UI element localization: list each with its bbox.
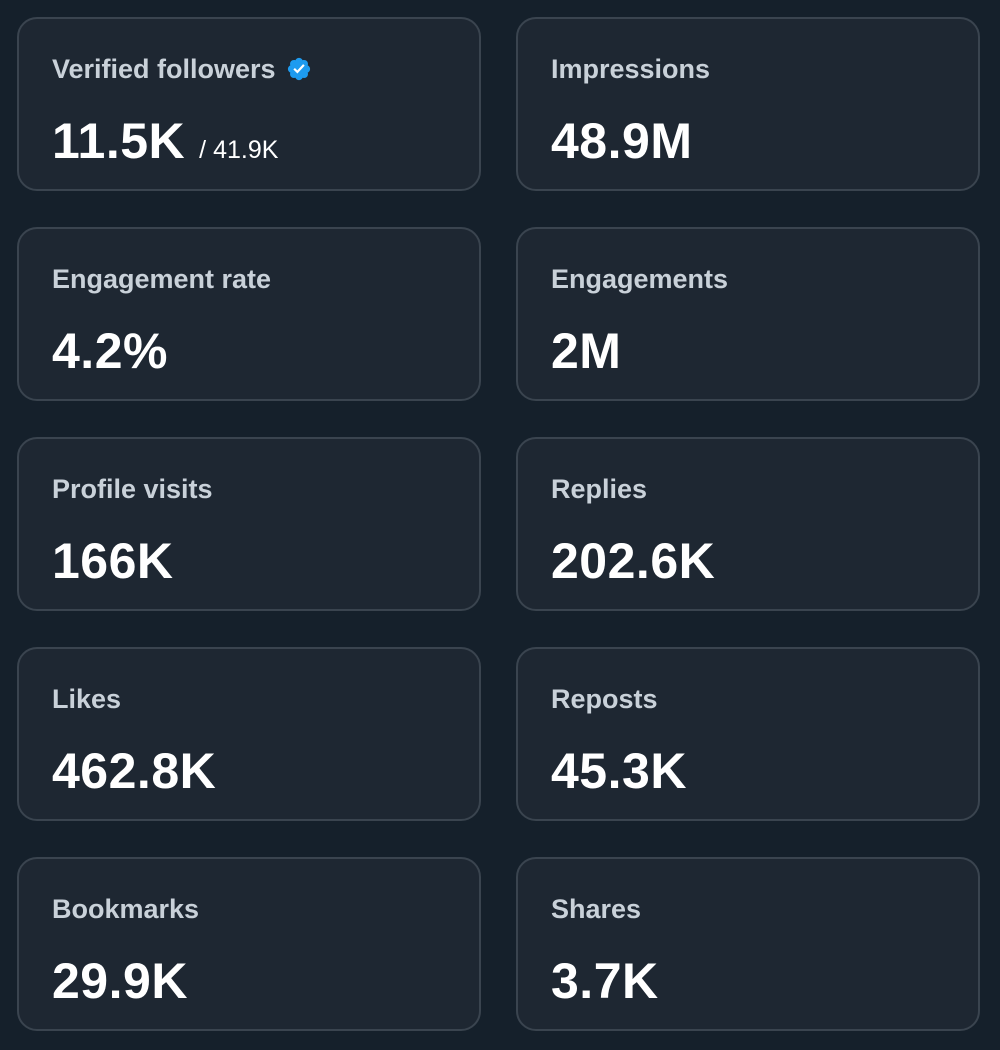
metric-label-row: Bookmarks [52,893,199,925]
metric-value-row: 11.5K / 41.9K [52,111,278,171]
metric-value: 4.2% [52,323,168,379]
metric-label-row: Profile visits [52,473,213,505]
metric-card-profile-visits[interactable]: Profile visits 166K [17,437,481,611]
metric-value-row: 3.7K [551,951,659,1011]
metric-value-row: 29.9K [52,951,188,1011]
metric-card-shares[interactable]: Shares 3.7K [516,857,980,1031]
metric-label-row: Impressions [551,53,710,85]
metric-value-row: 4.2% [52,321,168,381]
metric-value-row: 48.9M [551,111,692,171]
metric-card-verified-followers[interactable]: Verified followers 11.5K / 41.9K [17,17,481,191]
metric-label: Engagements [551,264,729,294]
metric-value-row: 166K [52,531,174,591]
metric-label: Likes [52,684,122,714]
metric-label-row: Reposts [551,683,658,715]
metric-value: 2M [551,323,622,379]
metric-card-reposts[interactable]: Reposts 45.3K [516,647,980,821]
metric-value-row: 2M [551,321,621,381]
metric-label-row: Shares [551,893,641,925]
metric-value: 45.3K [551,743,687,799]
metric-total: / 41.9K [199,136,279,164]
metric-card-bookmarks[interactable]: Bookmarks 29.9K [17,857,481,1031]
metric-value-row: 462.8K [52,741,216,801]
metric-value: 48.9M [551,113,693,169]
metric-value-row: 202.6K [551,531,715,591]
metric-label: Bookmarks [52,894,200,924]
metric-label-row: Engagements [551,263,728,295]
metric-label-row: Engagement rate [52,263,271,295]
metric-label: Engagement rate [52,264,272,294]
metric-card-impressions[interactable]: Impressions 48.9M [516,17,980,191]
metric-value: 462.8K [52,743,217,799]
metric-value-row: 45.3K [551,741,687,801]
metric-value: 11.5K [52,113,186,169]
metric-card-engagements[interactable]: Engagements 2M [516,227,980,401]
metric-value: 3.7K [551,953,659,1009]
metric-card-engagement-rate[interactable]: Engagement rate 4.2% [17,227,481,401]
metric-label-row: Likes [52,683,121,715]
metric-value: 166K [52,533,174,589]
metric-label: Profile visits [52,474,213,504]
metric-value: 29.9K [52,953,188,1009]
metric-label-row: Verified followers [52,53,312,85]
metric-label: Verified followers [52,54,276,84]
metric-label: Shares [551,894,642,924]
metric-card-replies[interactable]: Replies 202.6K [516,437,980,611]
metric-label-row: Replies [551,473,647,505]
metric-card-likes[interactable]: Likes 462.8K [17,647,481,821]
metric-value: 202.6K [551,533,716,589]
verified-badge-icon [286,56,312,82]
metric-label: Reposts [551,684,658,714]
metric-label: Replies [551,474,648,504]
metric-label: Impressions [551,54,711,84]
